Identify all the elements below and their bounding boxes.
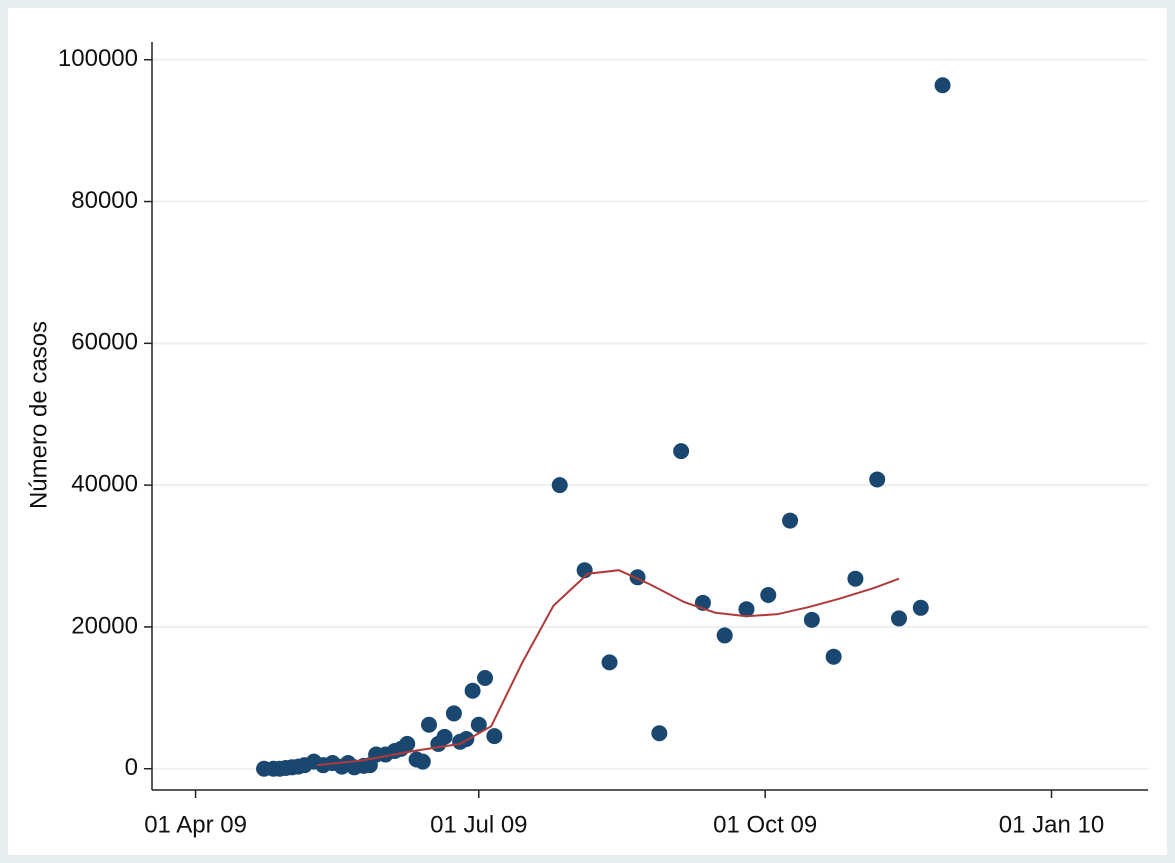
y-axis-label: Número de casos	[25, 321, 52, 509]
point	[399, 735, 416, 752]
point	[825, 648, 842, 665]
point	[421, 716, 438, 733]
point	[738, 601, 755, 618]
point	[912, 599, 929, 616]
point	[470, 716, 487, 733]
point	[601, 654, 618, 671]
point	[551, 477, 568, 494]
point	[486, 728, 503, 745]
point	[651, 725, 668, 742]
point	[629, 569, 646, 586]
y-tick-label: 100000	[58, 45, 138, 72]
point	[464, 682, 481, 699]
y-tick-label: 40000	[71, 470, 138, 497]
point	[673, 443, 690, 460]
y-tick-label: 60000	[71, 329, 138, 356]
x-tick-label: 01 Jul 09	[430, 811, 527, 838]
plot-background	[8, 8, 1167, 855]
y-tick-label: 20000	[71, 612, 138, 639]
x-tick-label: 01 Oct 09	[713, 811, 817, 838]
y-tick-label: 80000	[71, 187, 138, 214]
point	[891, 610, 907, 627]
point	[414, 753, 431, 770]
point	[760, 587, 777, 604]
point	[869, 471, 886, 488]
x-tick-label: 01 Jan 10	[999, 811, 1104, 838]
fit-line	[316, 569, 900, 767]
point	[782, 512, 799, 529]
x-tick-label: 01 Apr 09	[144, 811, 247, 838]
point	[716, 627, 733, 644]
point	[803, 611, 820, 628]
point	[847, 570, 864, 587]
point	[934, 77, 951, 94]
y-tick-label: 0	[125, 754, 138, 781]
point	[477, 669, 494, 686]
point	[445, 705, 462, 722]
point	[436, 728, 453, 745]
